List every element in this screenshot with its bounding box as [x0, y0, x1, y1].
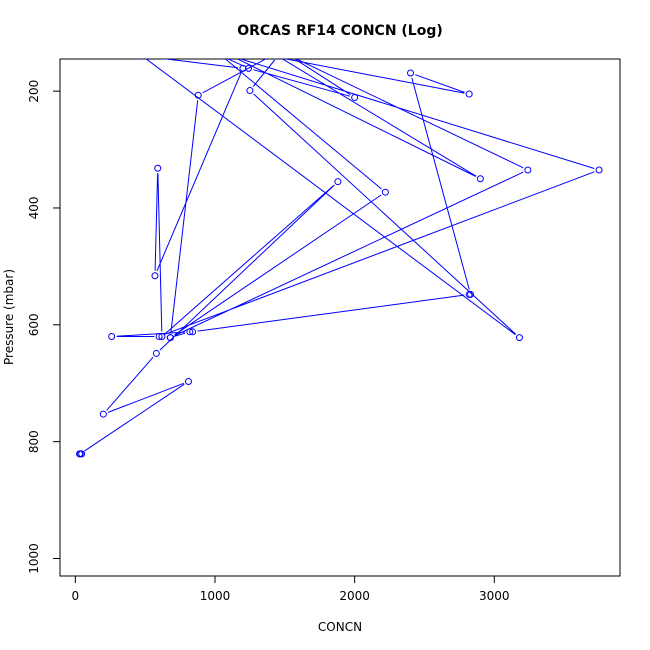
data-point	[152, 349, 160, 357]
data-point	[268, 59, 273, 60]
data-point	[186, 328, 194, 336]
data-point	[381, 188, 389, 196]
plot-area	[76, 59, 603, 458]
data-point	[151, 272, 159, 280]
x-tick-label: 3000	[479, 589, 510, 603]
series-group	[76, 59, 603, 458]
y-axis: 200 400 600 800 1000	[27, 80, 61, 574]
data-point	[465, 90, 473, 98]
data-point	[220, 59, 224, 60]
data-point	[184, 377, 192, 385]
data-point	[154, 164, 162, 172]
data-point	[407, 69, 415, 77]
data-point	[158, 332, 166, 340]
y-tick-label: 600	[27, 313, 41, 336]
data-point	[245, 64, 253, 72]
data-point	[334, 178, 342, 186]
data-point	[288, 59, 293, 60]
data-point	[351, 94, 359, 102]
data-point	[76, 450, 84, 458]
data-point	[229, 59, 234, 60]
data-point	[465, 290, 473, 298]
data-point	[108, 332, 116, 340]
chart-title: ORCAS RF14 CONCN (Log)	[237, 23, 443, 39]
x-tick-label: 0	[72, 589, 80, 603]
series-line	[84, 59, 595, 452]
data-point	[194, 91, 202, 99]
data-point	[155, 332, 163, 340]
data-point	[515, 334, 523, 342]
y-tick-label: 400	[27, 197, 41, 220]
data-point	[246, 87, 254, 95]
data-point	[140, 59, 145, 60]
x-tick-label: 2000	[339, 589, 370, 603]
data-point	[166, 334, 174, 342]
x-axis-label: CONCN	[318, 620, 362, 634]
data-point	[524, 166, 532, 174]
data-point	[275, 59, 280, 60]
x-axis: 0 1000 2000 3000	[72, 575, 510, 603]
data-point	[189, 328, 197, 336]
data-point	[99, 410, 107, 418]
x-tick-label: 1000	[200, 589, 231, 603]
y-tick-label: 800	[27, 430, 41, 453]
plot-frame	[59, 58, 621, 577]
y-tick-label: 1000	[27, 543, 41, 574]
data-point	[476, 175, 484, 183]
y-axis-label: Pressure (mbar)	[2, 269, 16, 365]
data-point	[595, 166, 603, 174]
y-tick-label: 200	[27, 80, 41, 103]
